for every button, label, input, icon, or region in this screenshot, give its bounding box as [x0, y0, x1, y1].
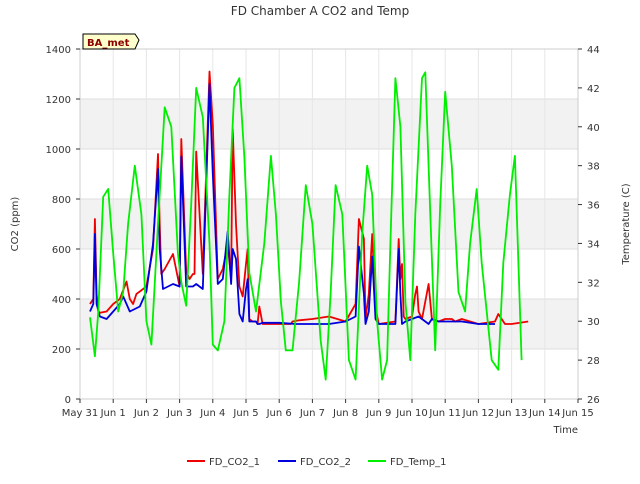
- y-right-tick-label: 38: [587, 162, 600, 173]
- x-axis-label: Time: [553, 425, 578, 436]
- y-right-tick-label: 30: [587, 317, 600, 328]
- y-left-tick-label: 400: [52, 295, 71, 306]
- y-left-tick-label: 1000: [46, 145, 71, 156]
- legend-label-2: FD_CO2_2: [300, 457, 351, 468]
- x-tick-label: Jun 7: [299, 408, 325, 419]
- y-right-tick-label: 36: [587, 201, 600, 212]
- x-tick-label: Jun 4: [199, 408, 225, 419]
- annotation-label: BA_met: [87, 38, 130, 49]
- series-layer: [89, 70, 529, 381]
- y-right-tick-label: 34: [587, 239, 600, 250]
- y-right-tick-label: 44: [587, 45, 600, 56]
- x-tick-label: Jun 1: [100, 408, 126, 419]
- x-tick-label: Jun 5: [232, 408, 258, 419]
- x-tick-label: Jun 3: [166, 408, 192, 419]
- y-right-tick-label: 32: [587, 278, 600, 289]
- y-left-tick-label: 200: [52, 345, 71, 356]
- x-tick-label: Jun 12: [462, 408, 495, 419]
- legend-label-3: FD_Temp_1: [390, 457, 446, 468]
- x-tick-label: Jun 8: [332, 408, 358, 419]
- y-left-tick-label: 800: [52, 195, 71, 206]
- y-left-tick-label: 1400: [46, 45, 71, 56]
- chart-title: FD Chamber A CO2 and Temp: [231, 4, 409, 18]
- background-band: [80, 199, 578, 249]
- x-tick-label: Jun 13: [495, 408, 528, 419]
- y-right-tick-label: 40: [587, 123, 600, 134]
- annotation-box-shape: [82, 33, 140, 50]
- x-tick-label: Jun 11: [428, 408, 461, 419]
- series-line-FD_CO2_2: [89, 83, 495, 325]
- y-left-tick-label: 0: [65, 395, 71, 406]
- series-line-FD_Temp_1: [89, 71, 523, 381]
- y-axis-right-label: Temperature (C): [621, 183, 632, 265]
- annotation-box: BA_met: [82, 33, 140, 50]
- y-axis-left-label: CO2 (ppm): [10, 197, 21, 252]
- legend-label-1: FD_CO2_1: [209, 457, 260, 468]
- x-tick-label: Jun 9: [365, 408, 391, 419]
- legend-item-2: FD_CO2_2: [278, 457, 351, 468]
- x-tick-label: Jun 6: [266, 408, 292, 419]
- y-right-tick-label: 28: [587, 356, 600, 367]
- y-right-tick-label: 26: [587, 395, 600, 406]
- x-tick-label: Jun 14: [528, 408, 561, 419]
- x-tick-label: May 31: [62, 408, 99, 419]
- legend: FD_CO2_1 FD_CO2_2 FD_Temp_1: [187, 457, 446, 468]
- y-left-tick-label: 1200: [46, 95, 71, 106]
- x-tick-label: Jun 10: [395, 408, 428, 419]
- background-band: [80, 99, 578, 149]
- axes: 0 200 400 600 800 1000 1200 1400 26 28 30 32 34 36 38 4…: [46, 45, 600, 419]
- plot-frame: [79, 48, 579, 400]
- y-right-tick-label: 42: [587, 84, 600, 95]
- x-tick-label: Jun 2: [133, 408, 159, 419]
- legend-item-1: FD_CO2_1: [187, 457, 260, 468]
- x-tick-label: Jun 15: [561, 408, 594, 419]
- legend-item-3: FD_Temp_1: [368, 457, 446, 468]
- y-left-tick-label: 600: [52, 245, 71, 256]
